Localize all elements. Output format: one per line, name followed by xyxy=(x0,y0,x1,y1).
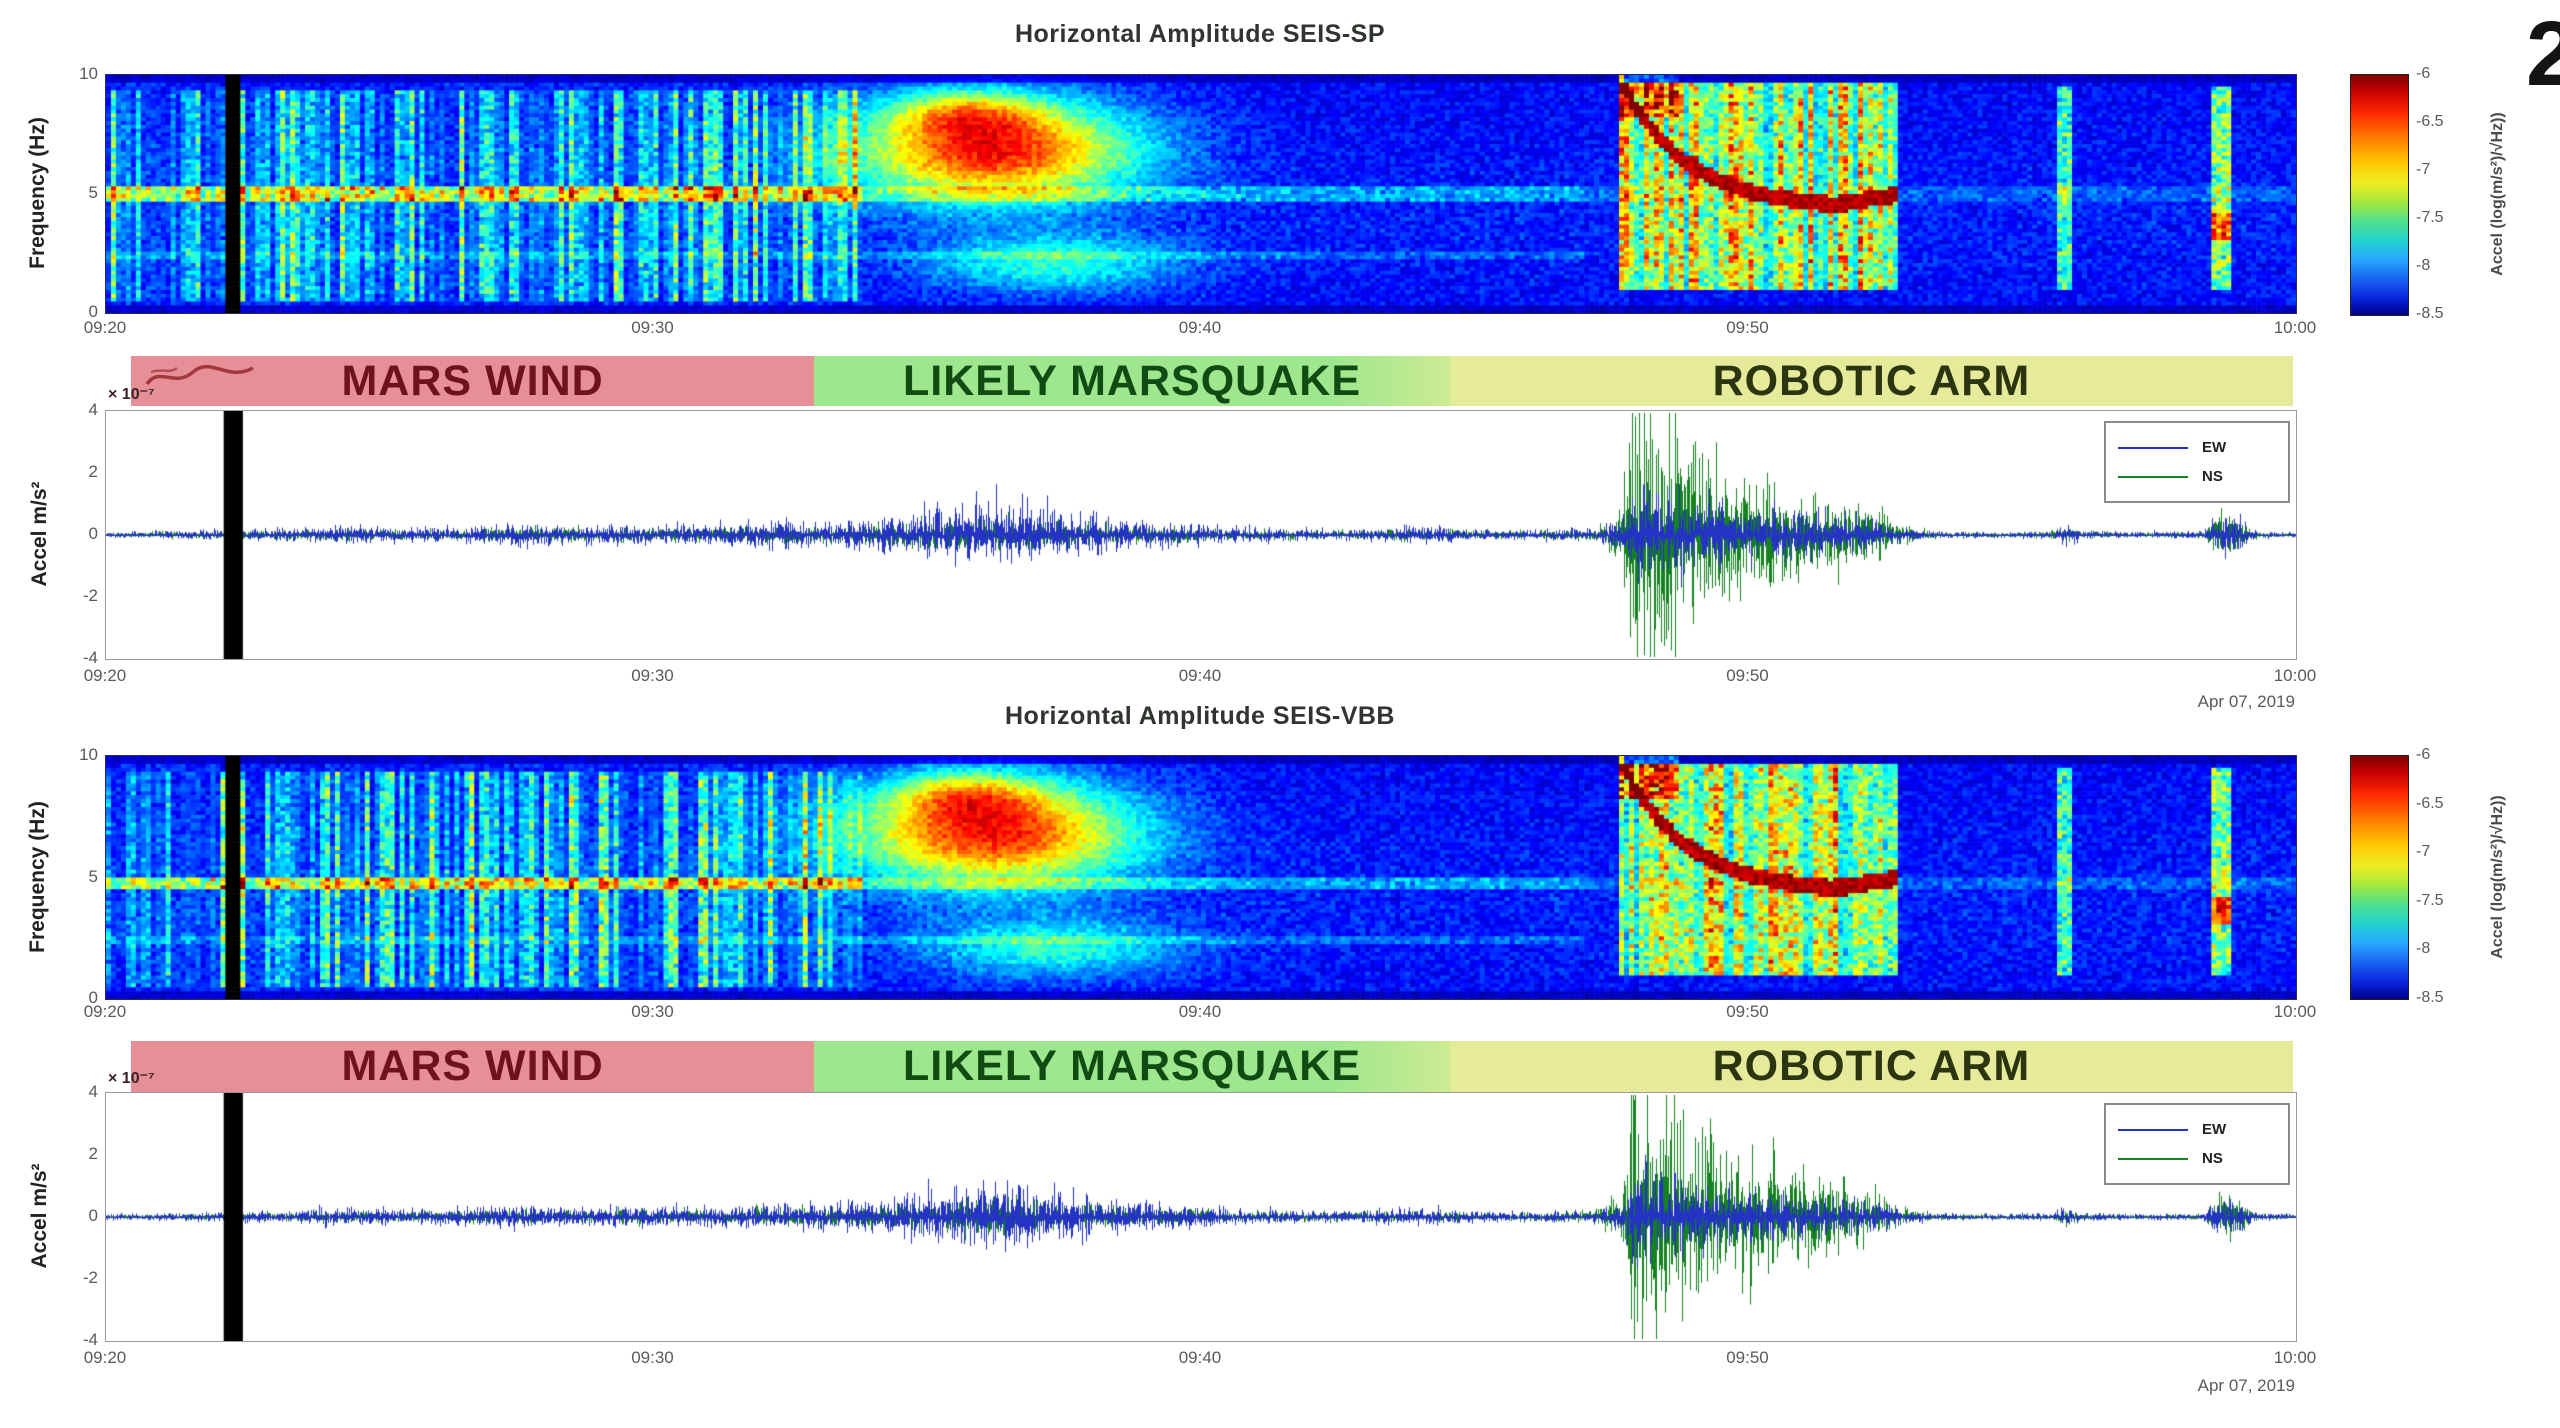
accel-tick: 2 xyxy=(88,1144,98,1163)
time-tick: 09:30 xyxy=(631,1002,674,1021)
colorbar-label: Accel (log(m/s²)/√Hz)) xyxy=(2489,112,2506,276)
accel-tick: -4 xyxy=(82,1330,98,1349)
hand-scribble-annotation xyxy=(145,364,254,386)
colorbar-tick: -8 xyxy=(2416,940,2431,958)
band-segment-likely-marsquake: LIKELY MARSQUAKE xyxy=(814,356,1450,406)
band-label: LIKELY MARSQUAKE xyxy=(902,1042,1361,1090)
legend-line-ew xyxy=(2118,1128,2188,1131)
spectrogram-canvas xyxy=(105,74,2297,314)
time-tick: 09:40 xyxy=(1178,666,1222,685)
spectrogram-canvas xyxy=(105,755,2297,1000)
panel-title: Horizontal Amplitude SEIS-SP xyxy=(1014,20,1386,48)
legend-entry-ns: NS xyxy=(2118,468,2276,485)
band-label: ROBOTIC ARM xyxy=(1712,356,2031,405)
event-classification-band: MARS WIND LIKELY MARSQUAKE ROBOTIC ARM xyxy=(131,1041,2293,1092)
panel-title: Horizontal Amplitude SEIS-VBB xyxy=(1005,702,1395,730)
cropped-corner-glyph: 2 xyxy=(2526,3,2560,105)
time-tick: 09:30 xyxy=(631,318,674,337)
colorbar-label: Accel (log(m/s²)/√Hz)) xyxy=(2489,794,2506,959)
accel-tick: 4 xyxy=(88,1082,98,1101)
date-label: Apr 07, 2019 xyxy=(2197,692,2295,711)
legend-box: EW NS xyxy=(2104,421,2290,503)
band-label: LIKELY MARSQUAKE xyxy=(902,356,1361,405)
seismogram-plot: EW NS xyxy=(105,410,2297,660)
time-tick: 09:20 xyxy=(83,666,127,685)
band-segment-robotic-arm: ROBOTIC ARM xyxy=(1449,1041,2293,1092)
band-label: ROBOTIC ARM xyxy=(1712,1042,2031,1090)
legend-entry-ew: EW xyxy=(2118,439,2276,456)
accel-axis-label: Accel m/s² xyxy=(28,1163,51,1269)
time-tick: 10:00 xyxy=(2273,1348,2317,1367)
colorbar-tick: -6.5 xyxy=(2416,113,2444,130)
time-tick: 09:20 xyxy=(83,1002,127,1021)
colorbar-tick: -6 xyxy=(2416,65,2431,82)
date-label: Apr 07, 2019 xyxy=(2197,1376,2295,1395)
freq-tick: 5 xyxy=(88,183,98,202)
time-tick: 09:40 xyxy=(1178,1002,1222,1021)
legend-label: NS xyxy=(2202,468,2223,485)
colorbar-tick: -7 xyxy=(2416,843,2431,861)
band-segment-likely-marsquake: LIKELY MARSQUAKE xyxy=(814,1041,1450,1092)
freq-tick: 0 xyxy=(88,988,98,1007)
y-scale-exponent-label: × 10⁻⁷ xyxy=(108,386,155,403)
legend-label: NS xyxy=(2202,1150,2223,1167)
time-tick: 09:20 xyxy=(83,1348,127,1367)
accel-tick: 0 xyxy=(88,524,98,543)
legend-entry-ns: NS xyxy=(2118,1150,2276,1167)
band-segment-robotic-arm: ROBOTIC ARM xyxy=(1449,356,2293,406)
legend-label: EW xyxy=(2202,439,2227,456)
time-tick: 09:50 xyxy=(1726,666,1769,685)
freq-tick: 0 xyxy=(88,302,98,321)
time-tick: 09:30 xyxy=(631,666,674,685)
time-tick: 09:30 xyxy=(631,1348,674,1367)
band-segment-mars-wind: MARS WIND xyxy=(131,1041,815,1092)
y-scale-exponent-label: × 10⁻⁷ xyxy=(108,1070,155,1087)
colorbar xyxy=(2350,74,2409,316)
time-tick: 10:00 xyxy=(2273,318,2317,337)
time-tick: 10:00 xyxy=(2273,666,2317,685)
colorbar-tick: -7.5 xyxy=(2416,891,2444,909)
seismogram-canvas xyxy=(106,1093,2296,1341)
colorbar-tick: -7.5 xyxy=(2416,209,2444,226)
time-tick: 09:50 xyxy=(1726,1348,1769,1367)
seismogram-plot: EW NS xyxy=(105,1092,2297,1342)
accel-tick: 2 xyxy=(88,462,98,481)
band-segment-mars-wind: MARS WIND xyxy=(131,356,815,406)
band-label: MARS WIND xyxy=(341,356,604,405)
accel-tick: -4 xyxy=(82,648,98,667)
frequency-axis-label: Frequency (Hz) xyxy=(26,800,49,953)
colorbar-tick: -8.5 xyxy=(2416,305,2444,322)
time-tick: 09:50 xyxy=(1726,1002,1769,1021)
legend-line-ns xyxy=(2118,1157,2188,1160)
colorbar-tick: -8 xyxy=(2416,257,2431,274)
time-tick: 10:00 xyxy=(2273,1002,2317,1021)
colorbar-tick: -6 xyxy=(2416,746,2431,763)
legend-line-ew xyxy=(2118,446,2188,449)
accel-axis-label: Accel m/s² xyxy=(28,481,51,587)
freq-tick: 5 xyxy=(88,866,98,886)
time-tick: 09:50 xyxy=(1726,318,1769,337)
colorbar-tick: -6.5 xyxy=(2416,794,2444,812)
colorbar-tick: -7 xyxy=(2416,161,2431,178)
accel-tick: 4 xyxy=(88,400,98,419)
legend-label: EW xyxy=(2202,1121,2227,1138)
time-tick: 09:20 xyxy=(83,318,127,337)
seismogram-canvas xyxy=(106,411,2296,659)
accel-tick: -2 xyxy=(82,1268,98,1287)
frequency-axis-label: Frequency (Hz) xyxy=(26,117,49,269)
event-classification-band: MARS WIND LIKELY MARSQUAKE ROBOTIC ARM xyxy=(131,356,2293,406)
time-tick: 09:40 xyxy=(1178,318,1222,337)
colorbar xyxy=(2350,755,2409,1000)
accel-tick: -2 xyxy=(82,586,98,605)
legend-box: EW NS xyxy=(2104,1103,2290,1185)
time-tick: 09:40 xyxy=(1178,1348,1222,1367)
legend-line-ns xyxy=(2118,475,2188,478)
colorbar-tick: -8.5 xyxy=(2416,989,2444,1006)
freq-tick: 10 xyxy=(79,745,98,764)
band-label: MARS WIND xyxy=(341,1042,604,1090)
legend-entry-ew: EW xyxy=(2118,1121,2276,1138)
freq-tick: 10 xyxy=(79,64,98,83)
accel-tick: 0 xyxy=(88,1206,98,1225)
